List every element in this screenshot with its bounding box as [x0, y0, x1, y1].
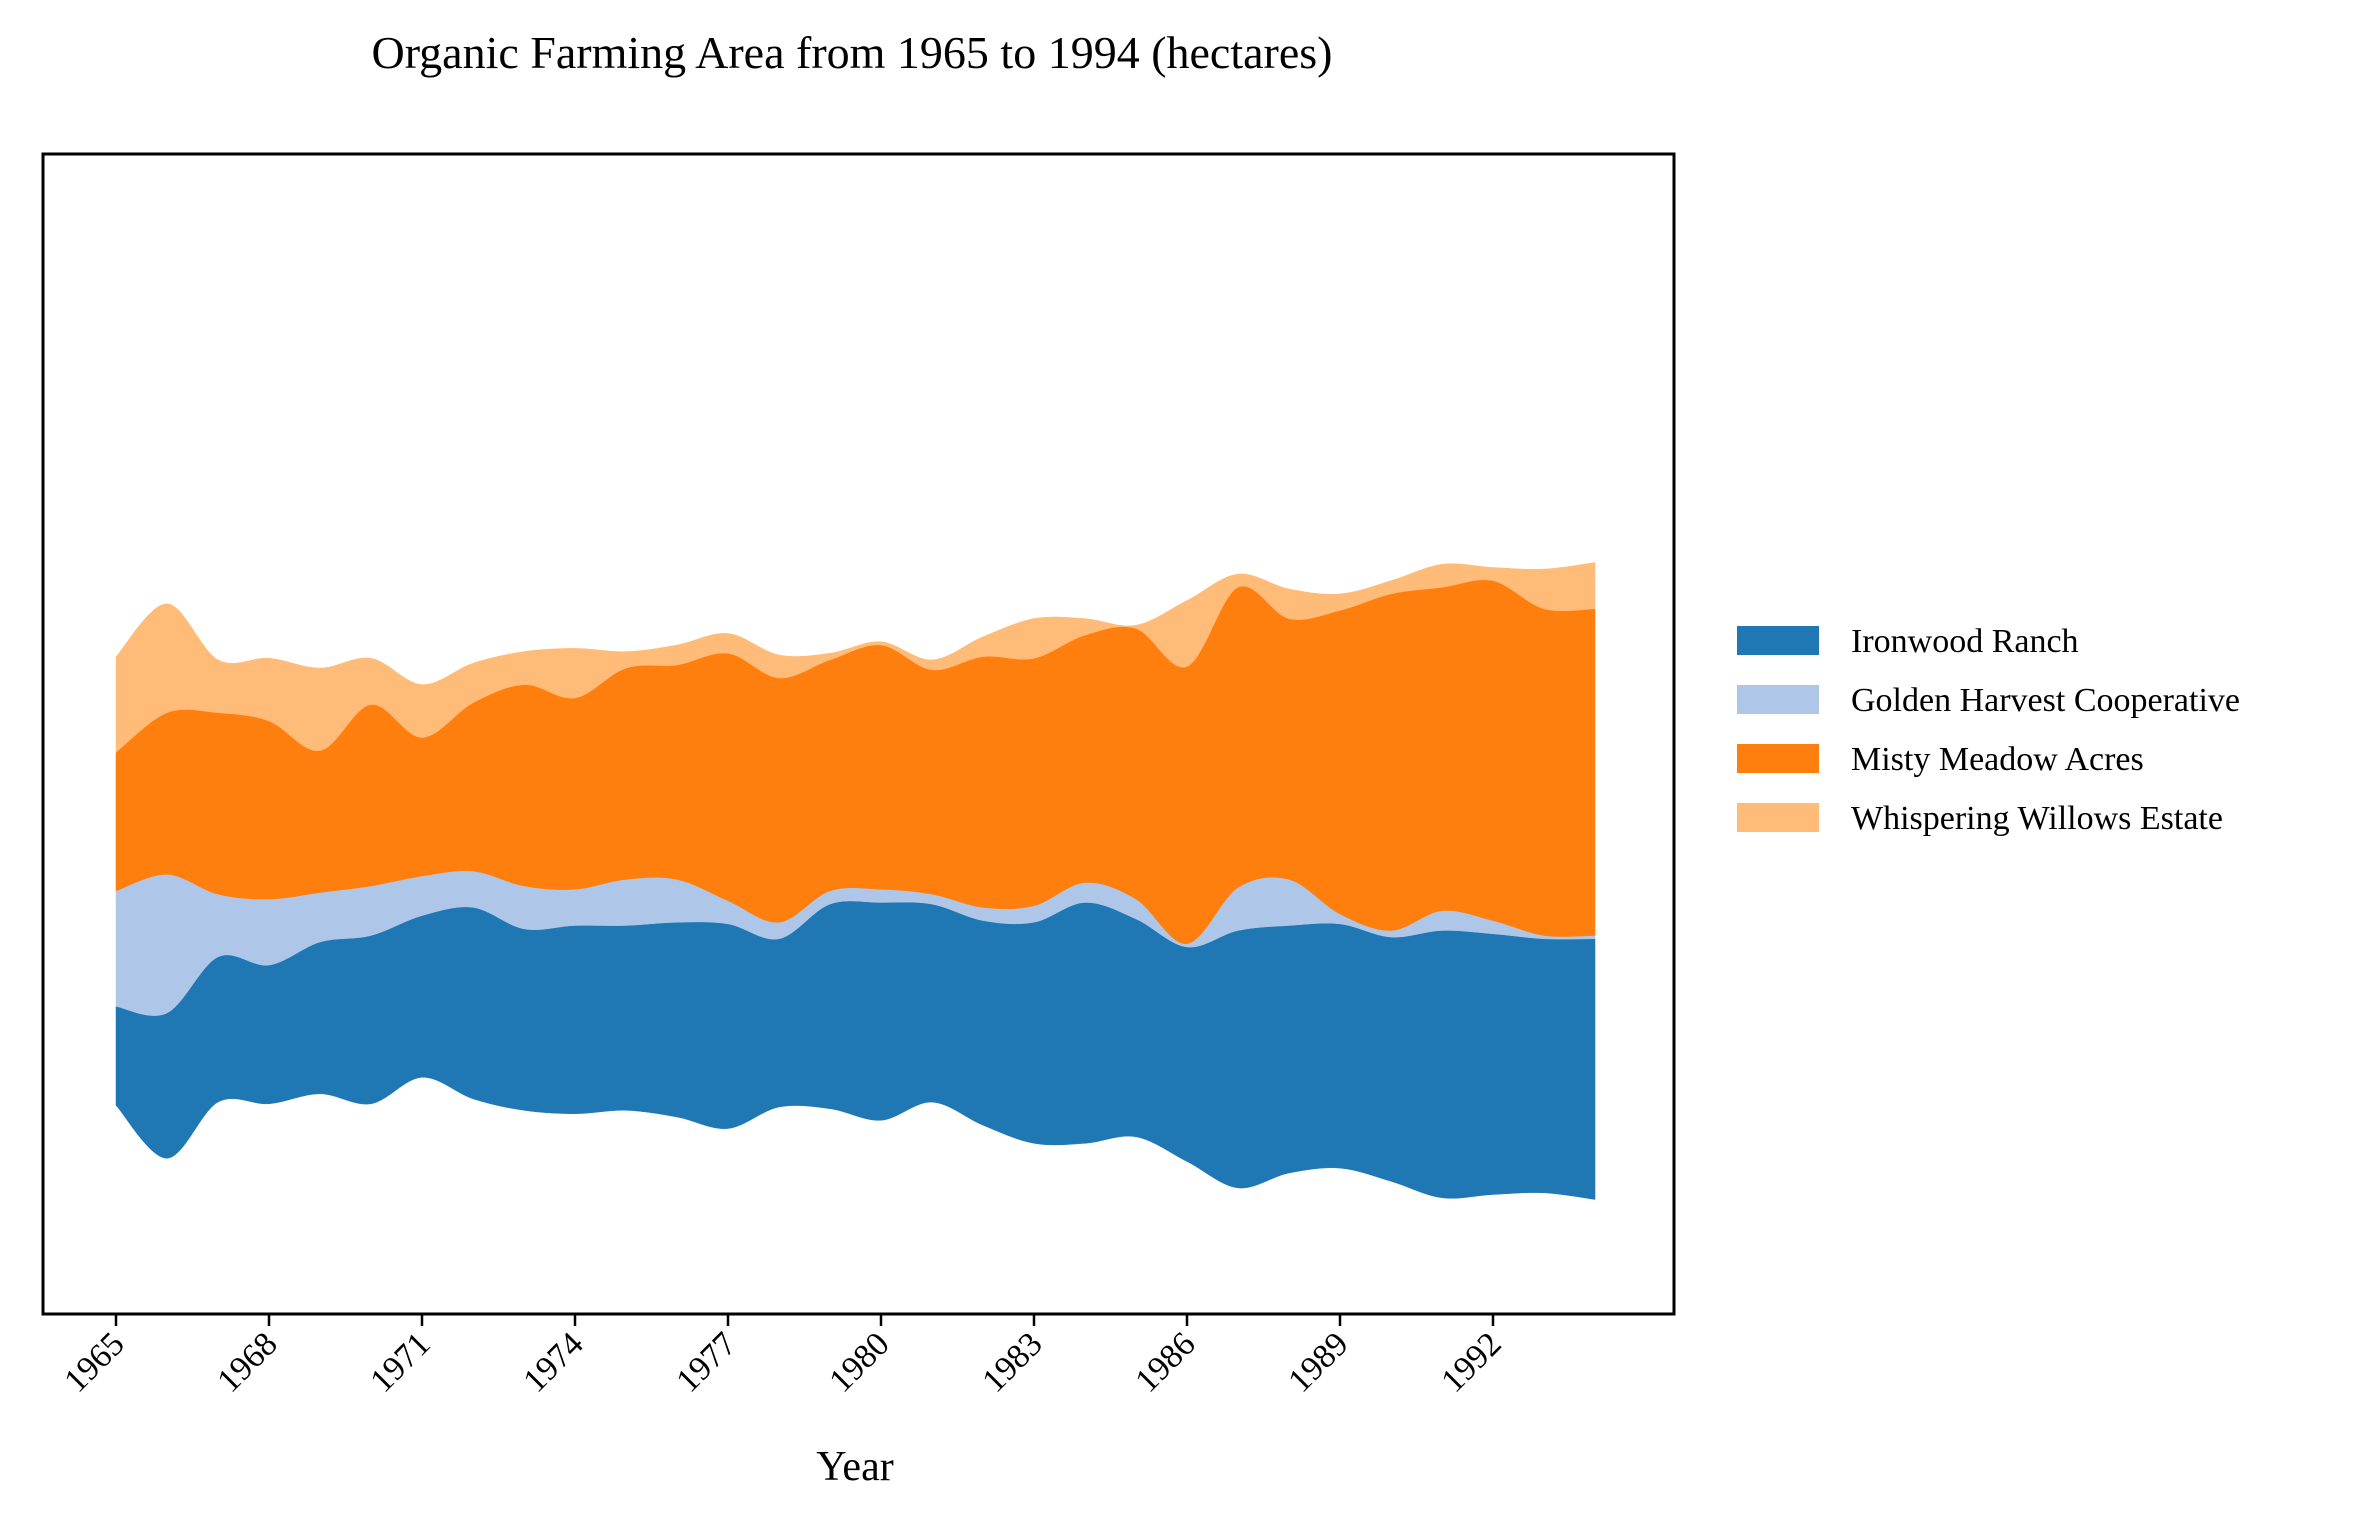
x-axis-label: Year — [816, 1444, 893, 1490]
legend-swatch-misty-meadow-acres — [1737, 744, 1819, 773]
legend-label: Misty Meadow Acres — [1851, 741, 2144, 778]
legend-swatch-whispering-willows-estate — [1737, 803, 1819, 832]
plot-frame — [41, 152, 1676, 1316]
x-tick-label: 1992 — [1434, 1325, 1508, 1399]
x-tick-label: 1971 — [363, 1325, 437, 1399]
x-tick-label: 1977 — [669, 1325, 743, 1399]
x-tick-label: 1983 — [975, 1325, 1049, 1399]
x-tick-label: 1989 — [1281, 1325, 1355, 1399]
x-tick-label: 1965 — [57, 1325, 131, 1399]
legend-label: Whispering Willows Estate — [1851, 800, 2223, 837]
x-tick-label: 1974 — [516, 1325, 590, 1399]
legend-swatch-golden-harvest-cooperative — [1737, 685, 1819, 714]
legend: Ironwood Ranch Golden Harvest Cooperative… — [1737, 623, 2240, 837]
legend-swatch-ironwood-ranch — [1737, 626, 1819, 655]
stream-areas — [115, 562, 1596, 1200]
area-whispering-willows-estate — [115, 562, 1596, 753]
area-ironwood-ranch — [115, 900, 1596, 1200]
legend-label: Golden Harvest Cooperative — [1851, 682, 2240, 719]
legend-label: Ironwood Ranch — [1851, 623, 2079, 660]
x-axis-ticks: 1965 1968 1971 1974 1977 1980 1983 1986 1989 1992 — [57, 1314, 1509, 1400]
chart-title: Organic Farming Area from 1965 to 1994 (… — [371, 27, 1332, 78]
x-tick-label: 1968 — [210, 1325, 284, 1399]
x-tick-label: 1986 — [1128, 1325, 1202, 1399]
x-tick-label: 1980 — [822, 1325, 896, 1399]
